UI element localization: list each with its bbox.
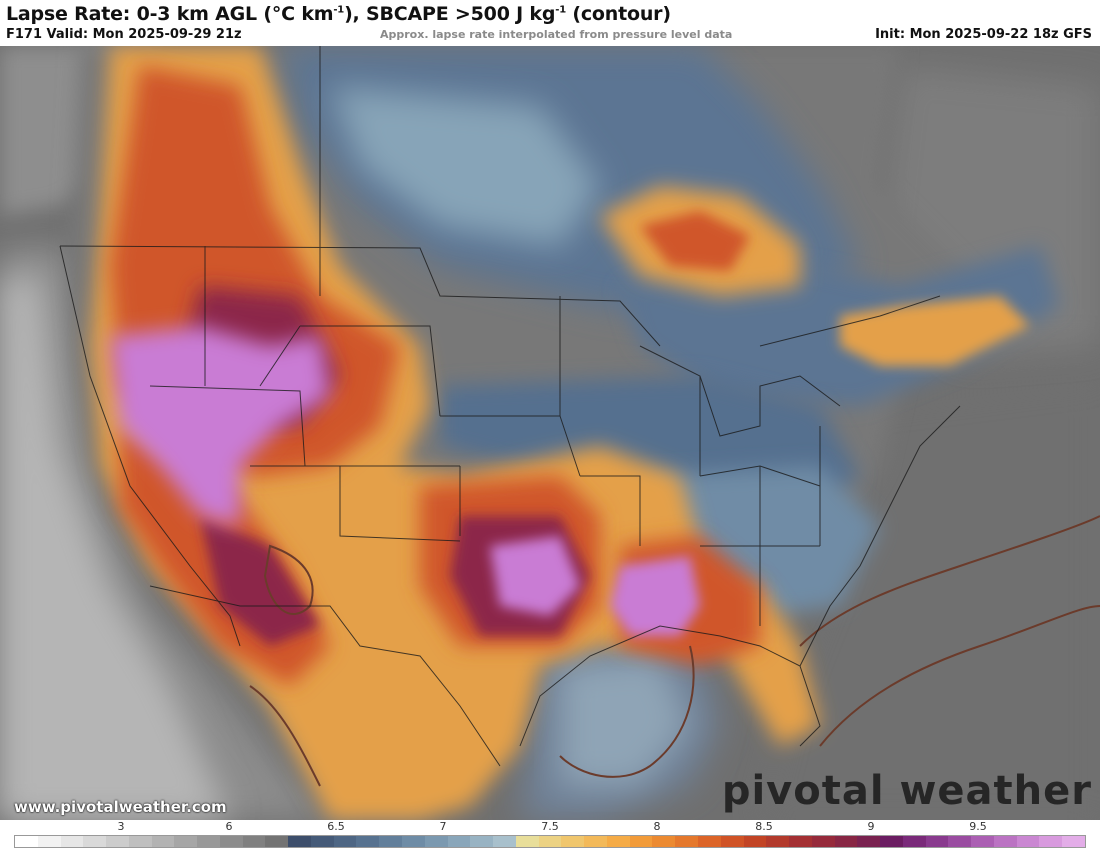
- gulf-inner-field: [560, 656, 690, 786]
- colorbar-cell: [1016, 836, 1040, 847]
- colorbar-cell: [288, 836, 311, 847]
- colorbar-cell: [561, 836, 585, 847]
- colorbar-tick-label: 9: [867, 820, 875, 833]
- colorbar-cell: [310, 836, 334, 847]
- colorbar-cell: [151, 836, 175, 847]
- colorbar-tick-labels: 3 6 6.5 7 7.5 8 8.5 9 9.5: [0, 820, 1100, 834]
- texas-extreme-area: [490, 536, 580, 616]
- colorbar-cell: [333, 836, 357, 847]
- state-borders: [149, 46, 821, 626]
- colorbar-cell: [219, 836, 243, 847]
- us-mexico-border: [149, 585, 501, 767]
- map-header: Lapse Rate: 0-3 km AGL (°C km-1), SBCAPE…: [0, 0, 1100, 46]
- atlantic-coast: [799, 405, 961, 667]
- colorbar-cell: [174, 836, 198, 847]
- colorbar-cell: [402, 836, 425, 847]
- colorbar-cell: [493, 836, 516, 847]
- canada-mid-field: [330, 86, 600, 246]
- colorbar-cell: [697, 836, 721, 847]
- colorbar-cell: [743, 836, 767, 847]
- colorbar-tick-label: 8: [653, 820, 661, 833]
- colorbar-cell: [811, 836, 835, 847]
- colorbar-cell: [925, 836, 949, 847]
- colorbar-cell: [379, 836, 403, 847]
- cape-contours: [249, 515, 1100, 787]
- colorbar-cell: [356, 836, 380, 847]
- louisiana-extreme-area: [610, 556, 700, 636]
- map-canvas: [0, 46, 1100, 820]
- colorbar-tick-label: 8.5: [755, 820, 773, 833]
- quebec-hot-area: [640, 211, 750, 271]
- us-canada-border-east: [759, 295, 941, 347]
- colorbar-cell: [37, 836, 61, 847]
- gulf-cape-contour: [559, 645, 695, 778]
- colorbar-cell: [60, 836, 84, 847]
- colorbar-cell: [789, 836, 812, 847]
- colorbar-cell: [857, 836, 881, 847]
- nevada-extreme-area: [110, 326, 330, 526]
- colorbar-cell: [515, 836, 539, 847]
- colorbar-cell: [993, 836, 1017, 847]
- colorbar-cell: [766, 836, 790, 847]
- us-canada-border: [59, 245, 661, 347]
- colorbar-tick-label: 3: [117, 820, 125, 833]
- colorbar-cell: [629, 836, 653, 847]
- colorbar-cell: [83, 836, 107, 847]
- colorbar-tick-label: 7: [439, 820, 447, 833]
- colorbar-cell: [584, 836, 607, 847]
- map-title: Lapse Rate: 0-3 km AGL (°C km-1), SBCAPE…: [6, 3, 671, 25]
- atlantic-field: [760, 376, 1100, 820]
- colorbar-cell: [424, 836, 448, 847]
- colorbar-tick-label: 9.5: [969, 820, 987, 833]
- pacific-light-field: [0, 276, 230, 820]
- colorbar-cell: [720, 836, 744, 847]
- colorbar-cell: [606, 836, 630, 847]
- colorbar-cell: [106, 836, 129, 847]
- atlantic-cape-contour: [799, 515, 1100, 647]
- pacific-coast: [59, 245, 241, 647]
- colorbar-cell: [652, 836, 676, 847]
- great-lakes: [699, 375, 841, 437]
- colorbar-cell: [128, 836, 152, 847]
- colorbar-cell: [948, 836, 972, 847]
- borders: [59, 46, 961, 767]
- colorbar-cell: [834, 836, 858, 847]
- website-watermark: www.pivotalweather.com: [14, 798, 227, 816]
- colorbar-cell: [470, 836, 494, 847]
- colorbar-tick-label: 6: [225, 820, 233, 833]
- colorbar: 3 6 6.5 7 7.5 8 8.5 9 9.5: [0, 820, 1100, 850]
- colorbar-cell: [538, 836, 562, 847]
- colorbar-cell: [880, 836, 903, 847]
- colorbar-scale: [14, 835, 1086, 848]
- colorbar-cell: [1062, 836, 1085, 847]
- colorbar-cell: [242, 836, 266, 847]
- colorbar-cell: [1039, 836, 1063, 847]
- colorbar-cell: [675, 836, 698, 847]
- mexico-cape-contour: [249, 685, 321, 787]
- weather-map[interactable]: [0, 46, 1100, 820]
- colorbar-tick-label: 7.5: [541, 820, 559, 833]
- colorbar-cell: [265, 836, 289, 847]
- colorbar-tick-label: 6.5: [327, 820, 345, 833]
- colorbar-cell: [447, 836, 471, 847]
- valid-time: F171 Valid: Mon 2025-09-29 21z: [6, 27, 242, 42]
- colorbar-cell: [971, 836, 994, 847]
- colorbar-cell: [902, 836, 926, 847]
- colorbar-cell: [15, 836, 38, 847]
- init-time: Init: Mon 2025-09-22 18z GFS: [875, 27, 1092, 42]
- interpolation-note: Approx. lapse rate interpolated from pre…: [380, 28, 733, 41]
- colorbar-cell: [197, 836, 220, 847]
- gulf-coast: [519, 625, 821, 747]
- brand-logo: pivotal weather: [721, 768, 1092, 814]
- atlantic-cape-contour-2: [819, 605, 1100, 747]
